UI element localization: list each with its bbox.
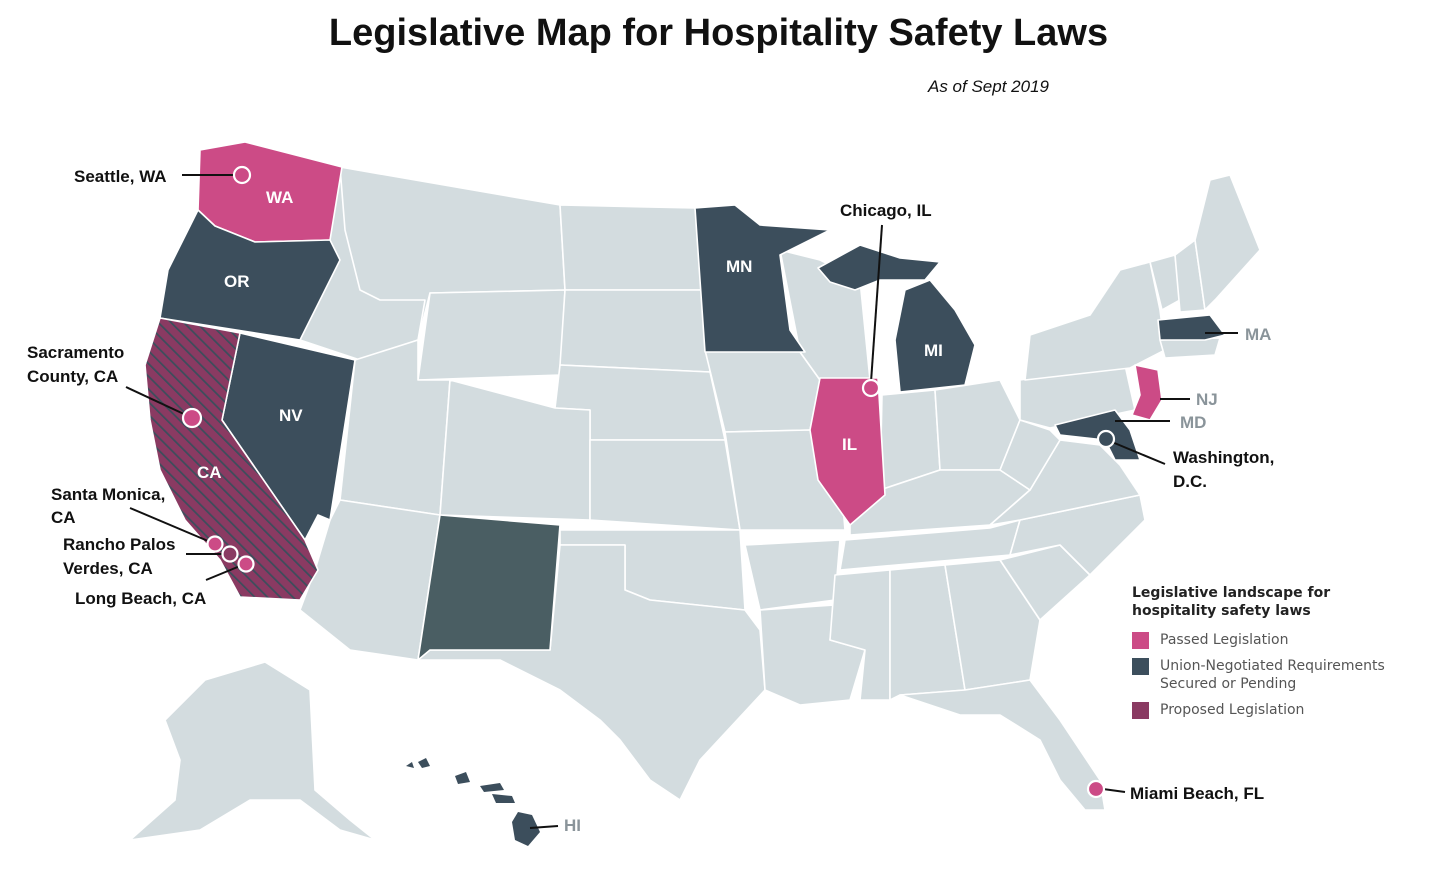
city-miami: Miami Beach, FL: [1130, 784, 1264, 803]
state-mi: [894, 279, 976, 393]
leader-miami: [1102, 788, 1126, 793]
legend-label-union: Union-Negotiated Requirements Secured or…: [1160, 658, 1385, 692]
city-santa-monica-line1: Santa Monica,: [51, 485, 165, 504]
map-subtitle: As of Sept 2019: [928, 77, 1049, 96]
legend-swatch-union: [1132, 658, 1149, 675]
state-me: [1194, 174, 1261, 311]
leader-hi: [529, 825, 559, 829]
legend-label-passed: Passed Legislation: [1160, 632, 1289, 648]
label-nv: NV: [279, 406, 303, 425]
label-ca: CA: [197, 463, 222, 482]
state-ma: [1157, 314, 1226, 341]
label-mi: MI: [924, 341, 943, 360]
state-ia: [704, 349, 821, 433]
state-mn: [694, 204, 831, 353]
state-ct-ri: [1159, 337, 1221, 359]
leader-chicago: [870, 224, 883, 383]
label-nj: NJ: [1196, 390, 1218, 409]
leader-santa-monica: [129, 507, 209, 542]
state-ak: [129, 661, 376, 841]
legend: Legislative landscape for hospitality sa…: [1132, 584, 1422, 719]
leader-sacramento: [125, 386, 187, 416]
state-ks: [589, 439, 741, 531]
state-ga: [944, 559, 1041, 691]
label-or: OR: [224, 272, 250, 291]
label-il: IL: [842, 435, 857, 454]
label-md: MD: [1180, 413, 1206, 432]
state-md: [1054, 409, 1141, 461]
state-az: [299, 499, 441, 661]
state-wv: [999, 419, 1061, 491]
state-ca: [144, 317, 319, 601]
legend-item-passed: Passed Legislation: [1132, 631, 1422, 649]
map-title: Legislative Map for Hospitality Safety L…: [328, 12, 1109, 54]
state-nm: [417, 514, 561, 661]
legend-label-proposed: Proposed Legislation: [1160, 702, 1305, 718]
city-washington-line2: D.C.: [1173, 472, 1207, 491]
city-rancho-line1: Rancho Palos: [63, 535, 175, 554]
state-ny: [1024, 261, 1166, 381]
label-wa: WA: [266, 188, 293, 207]
marker-miami: [1086, 779, 1106, 799]
legend-swatch-passed: [1132, 632, 1149, 649]
marker-long-beach: [237, 555, 255, 573]
legend-title: Legislative landscape for hospitality sa…: [1132, 585, 1331, 619]
legend-item-union: Union-Negotiated Requirements Secured or…: [1132, 657, 1422, 693]
city-santa-monica-line2: CA: [51, 508, 76, 527]
state-hi: [406, 758, 540, 846]
state-ar: [744, 539, 841, 611]
state-wy: [417, 289, 566, 381]
marker-sacramento: [181, 407, 203, 429]
label-mn: MN: [726, 257, 752, 276]
state-fl: [899, 679, 1106, 811]
legend-item-proposed: Proposed Legislation: [1132, 701, 1422, 719]
leader-long-beach: [205, 565, 241, 581]
city-chicago: Chicago, IL: [840, 201, 932, 220]
city-rancho-line2: Verdes, CA: [63, 559, 153, 578]
label-hi: HI: [564, 816, 581, 835]
marker-seattle: [232, 165, 252, 185]
state-sd: [559, 289, 711, 373]
marker-santa-monica: [206, 535, 224, 553]
city-long-beach: Long Beach, CA: [75, 589, 206, 608]
state-nj: [1131, 364, 1163, 421]
state-nd: [559, 204, 706, 291]
marker-washington: [1096, 429, 1116, 449]
marker-chicago: [861, 378, 881, 398]
other-states: [129, 166, 1261, 841]
state-il: [809, 377, 886, 526]
legend-swatch-proposed: [1132, 702, 1149, 719]
leader-washington: [1111, 441, 1166, 465]
city-sacramento-line2: County, CA: [27, 367, 118, 386]
marker-rancho: [221, 545, 239, 563]
city-washington-line1: Washington,: [1173, 448, 1274, 467]
city-sacramento-line1: Sacramento: [27, 343, 124, 362]
label-ma: MA: [1245, 325, 1271, 344]
state-or: [159, 209, 341, 341]
city-seattle: Seattle, WA: [74, 167, 167, 186]
